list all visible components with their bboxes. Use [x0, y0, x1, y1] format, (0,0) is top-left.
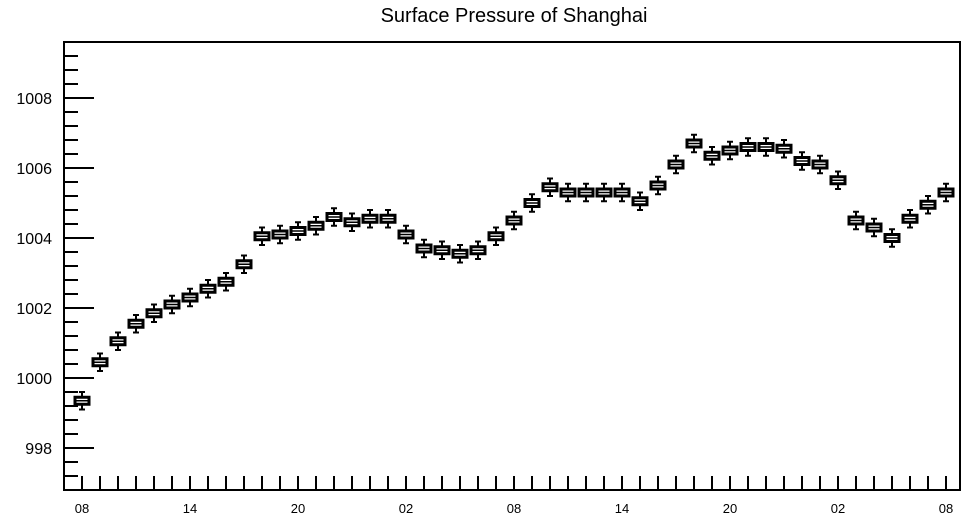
box: [829, 170, 847, 190]
box: [595, 182, 613, 203]
box: [721, 140, 739, 161]
box: [901, 209, 919, 229]
x-tick-label: 02: [831, 501, 845, 516]
box: [739, 137, 757, 157]
box: [649, 175, 667, 196]
box: [397, 224, 415, 245]
x-tick-label: 14: [615, 501, 629, 516]
box: [235, 254, 253, 274]
box: [181, 287, 199, 308]
box: [163, 294, 181, 315]
box: [307, 216, 325, 236]
box: [613, 182, 631, 203]
box: [343, 212, 361, 232]
box: [775, 139, 793, 159]
box: [361, 209, 379, 229]
box: [415, 238, 433, 259]
box: [793, 151, 811, 171]
y-tick-label: 1008: [16, 91, 52, 108]
box: [487, 226, 505, 246]
box: [631, 191, 649, 211]
box: [109, 331, 127, 351]
y-tick-label: 1000: [16, 371, 52, 388]
box: [577, 182, 595, 203]
box: [253, 226, 271, 246]
box: [685, 133, 703, 154]
box: [451, 244, 469, 264]
chart-title: Surface Pressure of Shanghai: [381, 5, 648, 27]
box: [127, 314, 145, 334]
box: [541, 177, 559, 197]
x-axis: 08 14 20 02 08 14 20 02 08: [75, 476, 953, 516]
x-tick-label: 14: [183, 501, 197, 516]
y-tick-label: 1006: [16, 161, 52, 178]
box: [289, 221, 307, 241]
box: [811, 154, 829, 175]
box: [217, 272, 235, 292]
box: [469, 240, 487, 260]
box: [379, 209, 397, 229]
y-tick-label: 1004: [16, 231, 52, 248]
y-axis: 998 1000 1002 1004 1006 1008: [16, 41, 94, 491]
box: [271, 224, 289, 245]
box: [199, 279, 217, 299]
box: [757, 137, 775, 157]
box: [865, 217, 883, 238]
x-tick-label: 20: [723, 501, 737, 516]
plot-frame: [63, 41, 961, 491]
box: [559, 182, 577, 203]
box: [73, 391, 91, 411]
x-tick-label: 08: [75, 501, 89, 516]
box: [883, 228, 901, 248]
boxes: [73, 133, 955, 411]
box: [667, 154, 685, 175]
x-tick-label: 02: [399, 501, 413, 516]
x-tick-label: 20: [291, 501, 305, 516]
box: [847, 210, 865, 231]
y-tick-label: 1002: [16, 301, 52, 318]
box: [325, 207, 343, 227]
box: [937, 182, 955, 203]
box: [91, 352, 109, 372]
box: [919, 195, 937, 215]
x-tick-label: 08: [939, 501, 953, 516]
box: [145, 303, 163, 323]
box: [433, 240, 451, 260]
box: [523, 193, 541, 213]
y-tick-label: 998: [25, 441, 52, 458]
x-tick-label: 08: [507, 501, 521, 516]
box: [505, 210, 523, 231]
box: [703, 146, 721, 166]
